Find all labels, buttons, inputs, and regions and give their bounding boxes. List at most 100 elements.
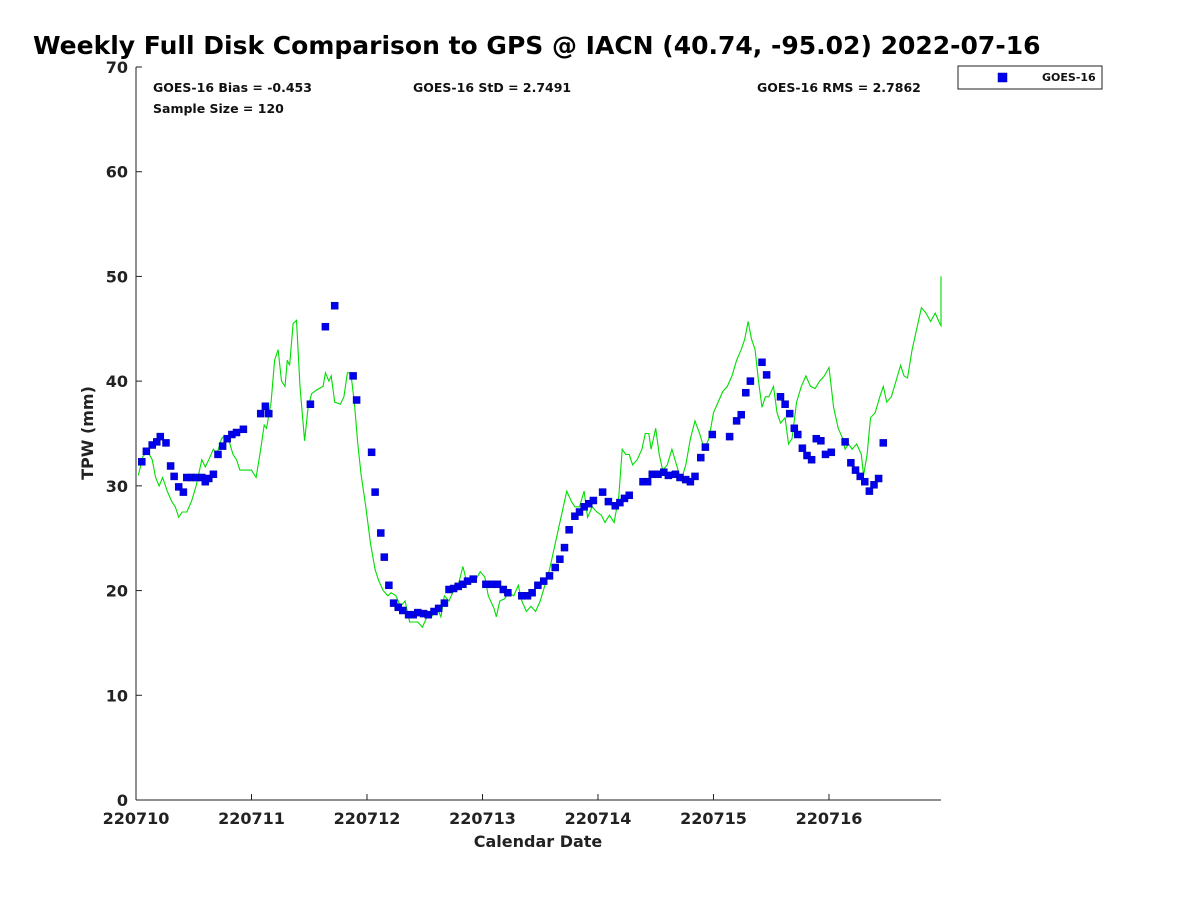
x-tick-label: 220715 — [680, 809, 747, 828]
y-tick-label: 30 — [106, 477, 128, 496]
plot-area — [136, 67, 941, 800]
y-tick-label: 60 — [106, 163, 128, 182]
goes16-point — [708, 430, 717, 439]
goes16-point — [604, 497, 613, 506]
y-tick-label: 50 — [106, 267, 128, 286]
goes16-point — [440, 599, 449, 607]
goes16-point — [847, 459, 855, 467]
stat-rms: GOES-16 RMS = 2.7862 — [757, 80, 921, 95]
goes16-point — [142, 447, 151, 456]
legend-label: GOES-16 — [1042, 71, 1096, 84]
x-tick-label: 220713 — [449, 809, 516, 828]
x-tick-label: 220710 — [103, 809, 170, 828]
goes16-point — [209, 470, 218, 479]
goes16-point — [785, 409, 794, 418]
goes16-point — [861, 477, 869, 486]
x-tick-label: 220712 — [334, 809, 401, 828]
goes16-point — [504, 588, 512, 597]
x-tick-label: 220714 — [565, 809, 632, 828]
goes16-point — [349, 372, 357, 380]
gps-line — [137, 276, 942, 629]
goes16-point — [179, 488, 188, 496]
goes16-point — [385, 581, 393, 590]
goes16-point — [528, 588, 536, 597]
goes16-point — [807, 455, 816, 464]
gps-series — [137, 276, 942, 629]
goes16-point — [776, 393, 785, 401]
goes16-point — [377, 529, 385, 537]
goes16-point — [827, 448, 836, 457]
goes16-point — [174, 483, 183, 491]
stat-std: GOES-16 StD = 2.7491 — [413, 80, 571, 95]
goes16-point — [571, 512, 579, 520]
goes16-point — [625, 491, 633, 500]
goes16-point — [545, 572, 554, 580]
goes16-point — [218, 442, 227, 450]
goes16-point — [138, 458, 146, 466]
goes16-point — [367, 448, 376, 457]
goes16-point — [223, 434, 231, 443]
goes16-point — [643, 477, 652, 486]
goes16-point — [261, 402, 270, 411]
stat-sample-size: Sample Size = 120 — [153, 101, 284, 116]
goes16-point — [534, 581, 542, 590]
goes16-point — [746, 377, 755, 385]
goes16-point — [239, 425, 248, 434]
goes16-point — [434, 604, 443, 613]
goes16-point — [539, 577, 548, 585]
goes16-point — [389, 599, 398, 607]
goes16-point — [598, 488, 607, 496]
goes16-point — [762, 371, 771, 379]
goes16-point — [794, 430, 802, 439]
goes16-point — [856, 472, 864, 481]
goes16-point — [156, 432, 165, 441]
goes16-point — [865, 487, 874, 495]
goes16-point — [265, 409, 273, 418]
goes16-point — [170, 472, 178, 481]
goes16-point — [616, 498, 624, 507]
goes16-point — [781, 400, 789, 408]
goes16-point — [697, 453, 705, 462]
goes16-point — [214, 450, 222, 459]
x-axis-ticks: 220710 220711 220712 220713 220714 220715 2207… — [103, 794, 863, 828]
goes16-point — [256, 409, 265, 418]
x-tick-label: 220716 — [796, 809, 863, 828]
y-tick-label: 40 — [106, 372, 128, 391]
goes16-point — [725, 432, 734, 441]
y-axis-label: TPW (mm) — [78, 386, 97, 480]
goes16-series — [138, 301, 888, 619]
goes16-point — [803, 451, 811, 460]
goes16-point — [575, 508, 584, 516]
legend-box — [957, 65, 1103, 90]
y-tick-label: 70 — [106, 58, 128, 77]
goes16-point — [758, 358, 766, 367]
goes16-point — [851, 466, 860, 474]
goes16-point — [691, 472, 699, 481]
goes16-point — [798, 444, 807, 452]
goes16-point — [469, 575, 477, 583]
goes16-point — [870, 481, 878, 489]
goes16-point — [589, 496, 598, 505]
goes16-point — [493, 580, 502, 589]
goes16-point — [330, 301, 339, 310]
goes16-point — [205, 474, 213, 483]
goes16-point — [162, 439, 170, 447]
goes16-point — [352, 396, 361, 404]
y-axis-ticks: 0 10 20 30 40 50 60 70 — [106, 58, 142, 810]
y-tick-label: 20 — [106, 582, 128, 601]
y-tick-label: 0 — [117, 791, 128, 810]
goes16-point — [399, 606, 407, 615]
goes16-point — [701, 443, 710, 451]
goes16-point — [166, 462, 175, 470]
goes16-point — [841, 438, 849, 446]
y-tick-label: 10 — [106, 686, 128, 705]
legend-marker-icon — [997, 72, 1008, 83]
goes16-point — [817, 437, 825, 445]
goes16-point — [742, 388, 750, 397]
goes16-point — [380, 553, 389, 561]
stat-bias: GOES-16 Bias = -0.453 — [153, 80, 312, 95]
goes16-point — [879, 439, 888, 447]
goes16-point — [232, 428, 241, 437]
goes16-point — [556, 555, 564, 563]
